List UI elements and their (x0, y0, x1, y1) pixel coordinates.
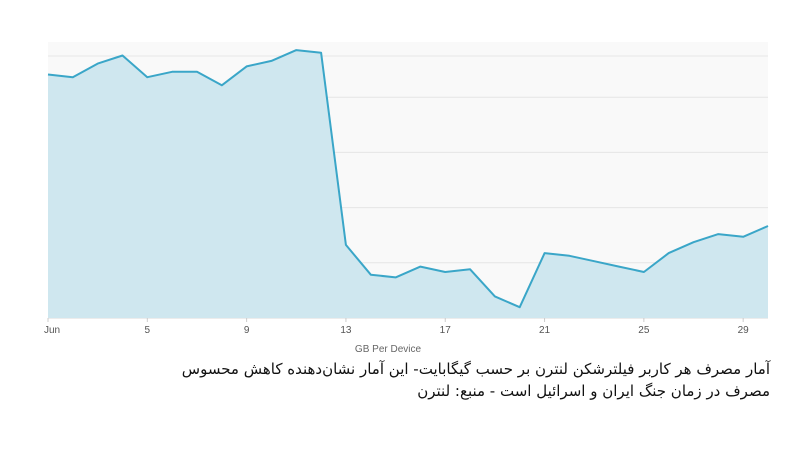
x-tick-label: 17 (440, 325, 452, 336)
x-tick-label: Jun (44, 325, 60, 336)
figure-caption: آمار مصرف هر کاربر فیلترشکن لنترن بر حسب… (40, 358, 770, 402)
series-line (47, 49, 769, 309)
caption-line-2: مصرف در زمان جنگ ایران و اسرائیل است - م… (417, 382, 770, 400)
x-tick-label: 9 (244, 325, 250, 336)
area-chart: Jun 5 9 13 17 21 25 29 GB Per Device (44, 49, 769, 352)
x-axis-ticks: Jun 5 9 13 17 21 25 29 (44, 318, 749, 336)
x-tick-label: 13 (340, 325, 352, 336)
x-tick-label: 21 (539, 325, 551, 336)
x-tick-label: 25 (638, 325, 650, 336)
x-axis-title: GB Per Device (355, 344, 422, 352)
x-tick-label: 29 (738, 325, 750, 336)
caption-line-1: آمار مصرف هر کاربر فیلترشکن لنترن بر حسب… (181, 360, 770, 378)
x-tick-label: 5 (145, 325, 151, 336)
series-area (48, 50, 768, 318)
chart-area: Jun 5 9 13 17 21 25 29 GB Per Device (44, 49, 769, 352)
